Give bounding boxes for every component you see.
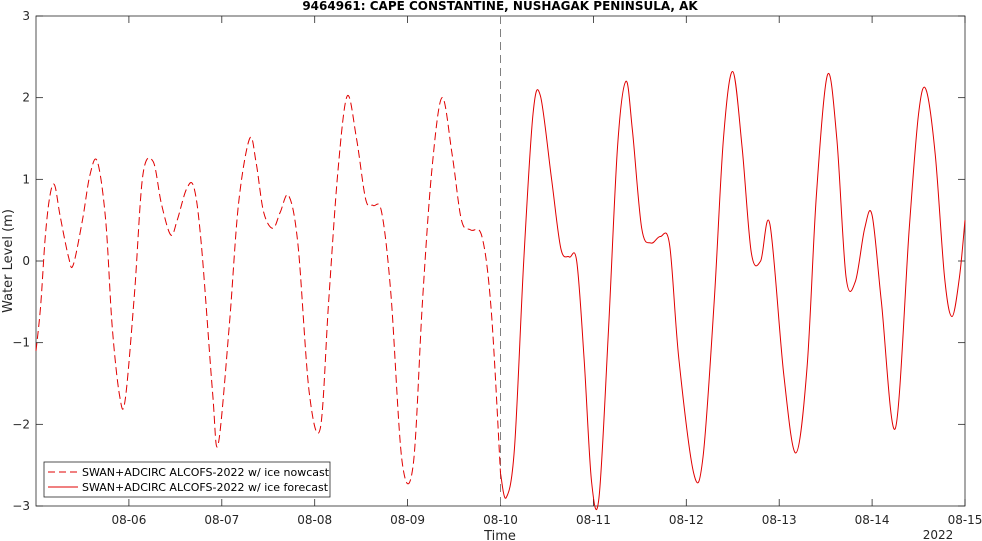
legend: SWAN+ADCIRC ALCOFS-2022 w/ ice nowcast S… bbox=[43, 461, 331, 498]
x-tick-label-1: 08-07 bbox=[204, 513, 239, 527]
axis-ticks: −3 −2 −1 0 1 2 3 08-06 08-07 08-08 08-09 08-10 08-11… bbox=[12, 9, 982, 527]
x-tick-label-4: 08-10 bbox=[483, 513, 518, 527]
x-tick-label-6: 08-12 bbox=[669, 513, 704, 527]
series-line-forecast bbox=[500, 71, 966, 511]
x-tick-label-0: 08-06 bbox=[111, 513, 146, 527]
x-tick-label-3: 08-09 bbox=[390, 513, 425, 527]
x-tick-label-2: 08-08 bbox=[297, 513, 332, 527]
y-tick-label-0: −3 bbox=[12, 499, 30, 513]
y-tick-label-4: 1 bbox=[22, 172, 30, 186]
x-tick-label-5: 08-11 bbox=[576, 513, 611, 527]
legend-label-forecast: SWAN+ADCIRC ALCOFS-2022 w/ ice forecast bbox=[82, 481, 329, 494]
x-axis-label: Time bbox=[483, 529, 516, 541]
legend-box bbox=[43, 461, 331, 498]
year-label: 2022 bbox=[923, 528, 954, 541]
y-tick-label-3: 0 bbox=[22, 254, 30, 268]
series-line-nowcast bbox=[35, 95, 501, 485]
y-tick-label-5: 2 bbox=[22, 91, 30, 105]
y-axis-label: Water Level (m) bbox=[1, 209, 16, 313]
series-layer bbox=[35, 16, 966, 511]
chart-title: 9464961: CAPE CONSTANTINE, NUSHAGAK PENI… bbox=[302, 0, 698, 13]
y-tick-label-1: −2 bbox=[12, 417, 30, 431]
x-tick-label-9: 08-15 bbox=[948, 513, 982, 527]
x-tick-label-7: 08-13 bbox=[762, 513, 797, 527]
y-tick-label-2: −1 bbox=[12, 336, 30, 350]
legend-label-nowcast: SWAN+ADCIRC ALCOFS-2022 w/ ice nowcast bbox=[82, 466, 330, 479]
y-tick-label-6: 3 bbox=[22, 9, 30, 23]
x-tick-label-8: 08-14 bbox=[855, 513, 890, 527]
